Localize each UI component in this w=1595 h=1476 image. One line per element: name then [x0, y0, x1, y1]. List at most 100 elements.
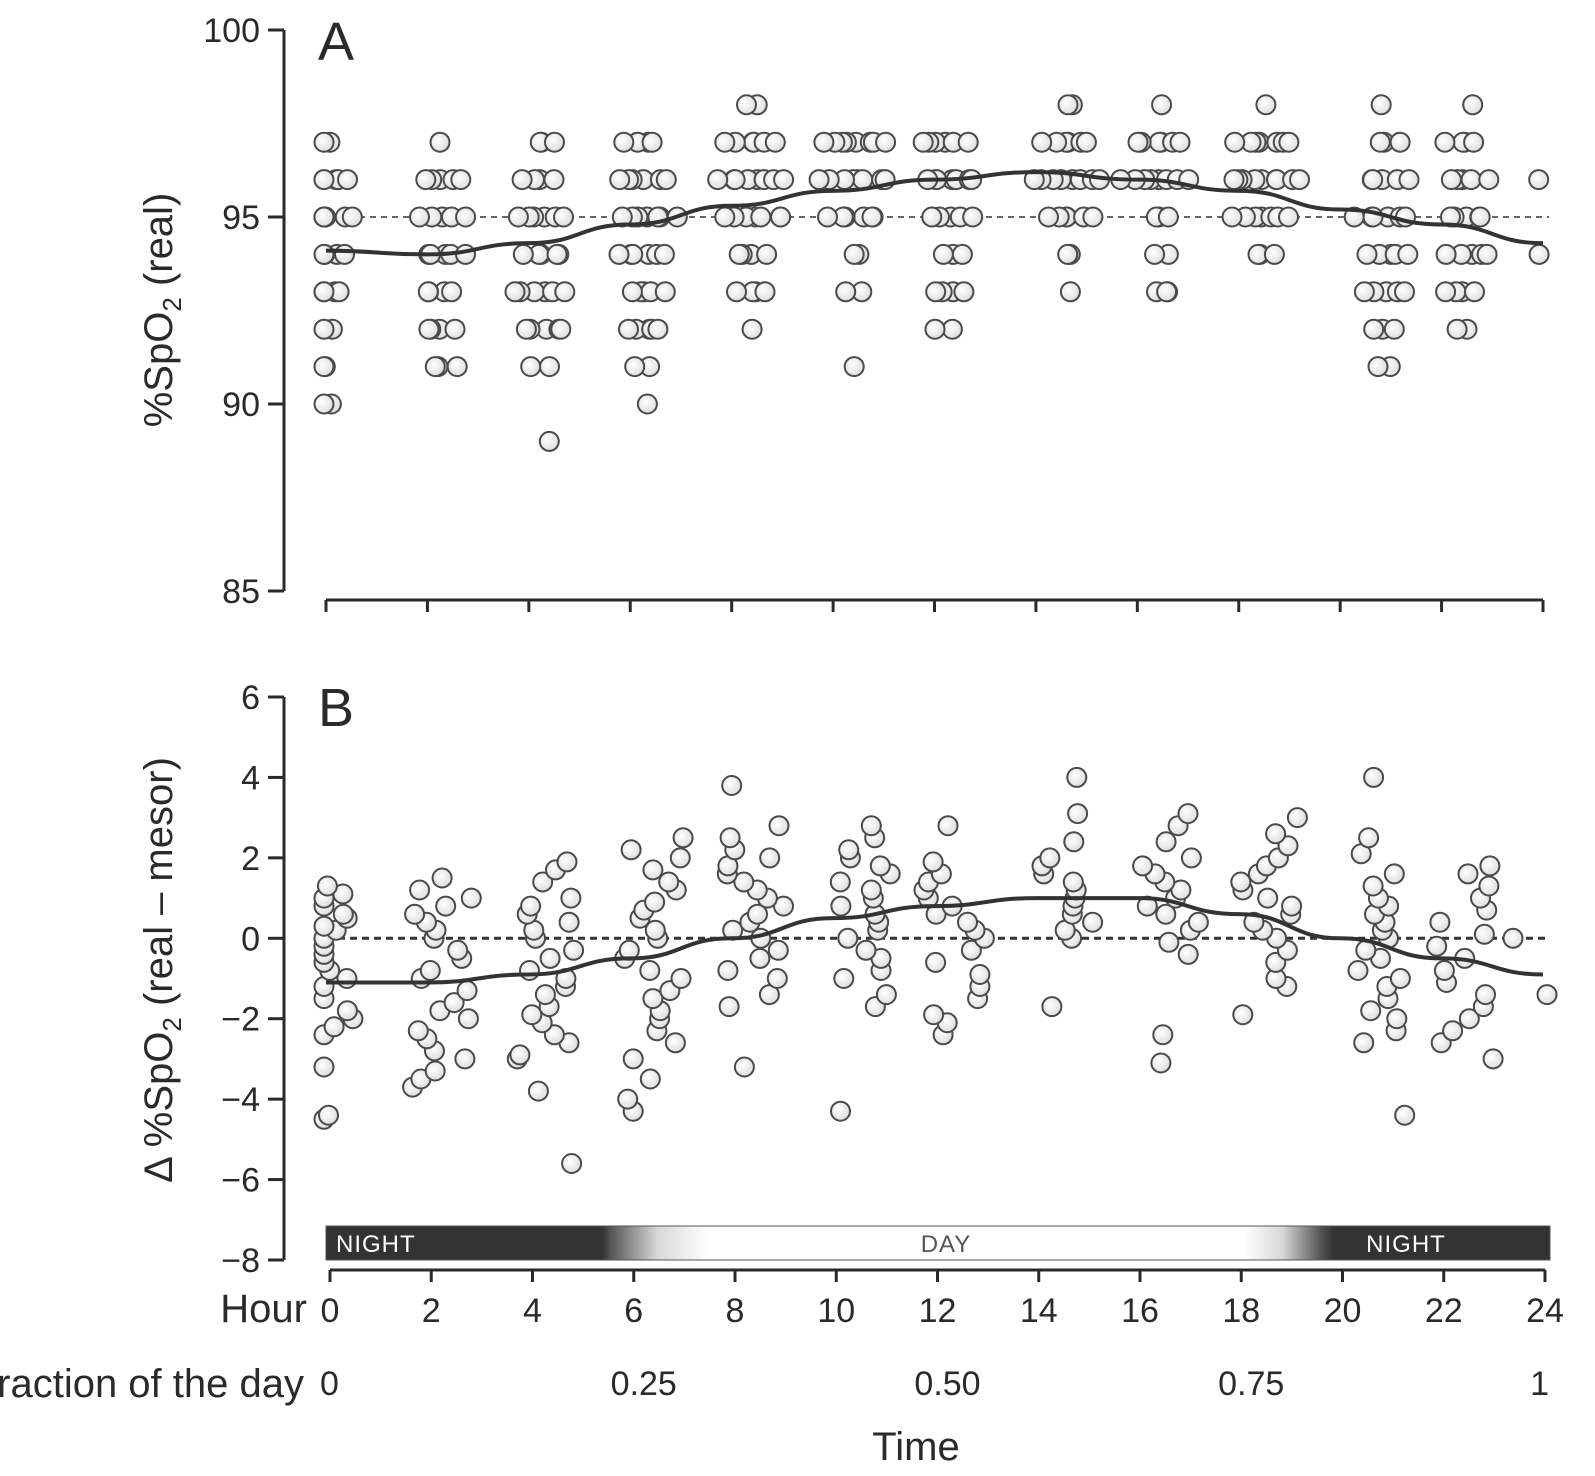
hour-tick-label: 20 [1324, 1292, 1362, 1330]
data-point-b [1230, 871, 1252, 893]
data-point-a [511, 169, 533, 191]
fraction-tick-label: 0.50 [914, 1365, 980, 1403]
data-point-a [1059, 281, 1081, 303]
data-point-b [313, 915, 335, 937]
hour-tick-label: 16 [1121, 1292, 1159, 1330]
data-point-b [768, 815, 790, 837]
data-point-b [721, 775, 743, 796]
data-point-a [924, 318, 946, 340]
data-point-a [1169, 131, 1191, 153]
data-point-b [1187, 911, 1209, 933]
x-axis-bottom: 0 2 4 6 8 10 12 14 16 18 20 22 240 0.25 0.50 0.75 1 [320, 1268, 1564, 1403]
data-point-b [923, 1004, 945, 1026]
data-point-b [1150, 1052, 1172, 1074]
fit-curve-b [325, 896, 1544, 985]
data-point-a [770, 206, 792, 228]
data-point-a [1383, 318, 1405, 340]
data-point-b [1429, 911, 1451, 933]
data-point-a [925, 281, 947, 303]
data-point-b [733, 1056, 755, 1078]
data-point-b [1067, 803, 1089, 825]
data-point-a [861, 206, 883, 228]
data-point-a [313, 169, 335, 191]
data-point-b [323, 1016, 345, 1038]
y-axis-title-a-sub: 2 [157, 297, 187, 311]
data-point-a [808, 169, 830, 191]
data-point-b [1479, 855, 1501, 877]
y-axis-title-b-main: Δ %SpO [137, 1032, 181, 1183]
data-point-b [749, 947, 771, 969]
data-point-a [1476, 243, 1498, 265]
data-point-b [622, 1048, 644, 1070]
data-point-b [717, 960, 739, 981]
data-point-a [455, 206, 477, 228]
data-point-a [613, 131, 635, 153]
data-point-a [444, 318, 466, 340]
data-point-a [951, 243, 973, 265]
y-tick-label-b: 0 [241, 920, 260, 958]
day-night-gradient-bar [325, 1225, 1551, 1261]
y-tick-label-a: 85 [222, 573, 260, 611]
data-point-a [843, 243, 865, 265]
panel-letter-a: A [318, 12, 354, 72]
data-point-b [1458, 1008, 1480, 1030]
panel-letter-b: B [318, 678, 354, 738]
data-point-a [754, 281, 776, 303]
data-point-b [669, 847, 691, 869]
data-point-b [1362, 875, 1384, 897]
scatter-points-a [313, 94, 1550, 452]
data-point-a [520, 356, 542, 378]
y-axis-title-a-tail: (real) [137, 193, 181, 297]
data-point-b [509, 1044, 531, 1066]
data-point-a [450, 169, 472, 191]
data-point-b [1155, 831, 1177, 853]
data-point-b [521, 1004, 543, 1026]
data-point-b [1281, 895, 1303, 917]
data-point-a [641, 131, 663, 153]
data-point-b [837, 927, 859, 949]
data-point-a [1528, 243, 1550, 265]
data-point-b [318, 1104, 339, 1126]
data-point-b [558, 911, 580, 933]
data-point-b [855, 939, 877, 961]
data-point-a [813, 131, 835, 153]
fraction-tick-label: 0 [320, 1365, 339, 1403]
data-point-a [1440, 169, 1462, 191]
data-point-b [1502, 927, 1524, 949]
data-point-b [639, 960, 661, 981]
data-point-a [1462, 94, 1484, 116]
data-point-b [670, 968, 692, 989]
hour-tick-label: 22 [1425, 1292, 1463, 1330]
data-point-a [424, 356, 446, 378]
data-point-b [424, 1060, 446, 1082]
data-point-a [1464, 281, 1485, 303]
data-point-a [655, 169, 677, 191]
data-point-b [454, 1048, 476, 1070]
data-point-b [1062, 871, 1084, 893]
data-point-a [728, 243, 750, 265]
data-point-a [835, 281, 857, 303]
data-point-a [1460, 169, 1482, 191]
y-axis-title-b: Δ %SpO2 (real – mesor) [137, 757, 187, 1183]
data-point-a [504, 281, 526, 303]
data-point-a [736, 94, 757, 116]
data-point-b [969, 964, 991, 985]
data-point-a [538, 430, 560, 452]
data-point-b [539, 947, 561, 969]
data-point-b [527, 1080, 549, 1102]
hour-tick-label: 2 [422, 1292, 441, 1330]
data-point-b [833, 968, 855, 989]
data-point-a [337, 169, 358, 191]
hour-tick-label: 8 [726, 1292, 745, 1330]
data-point-b [435, 895, 457, 917]
panel-a: 85 90 95 100 A %SpO2 (real) [137, 12, 1550, 612]
data-point-a [1356, 243, 1378, 265]
data-point-b [860, 815, 882, 837]
y-axis-title-a-main: %SpO [137, 312, 181, 428]
data-point-a [653, 243, 675, 265]
data-point-b [1265, 823, 1287, 845]
data-point-b [1066, 766, 1088, 788]
x-axis-a [324, 598, 1545, 612]
data-point-b [759, 847, 781, 869]
